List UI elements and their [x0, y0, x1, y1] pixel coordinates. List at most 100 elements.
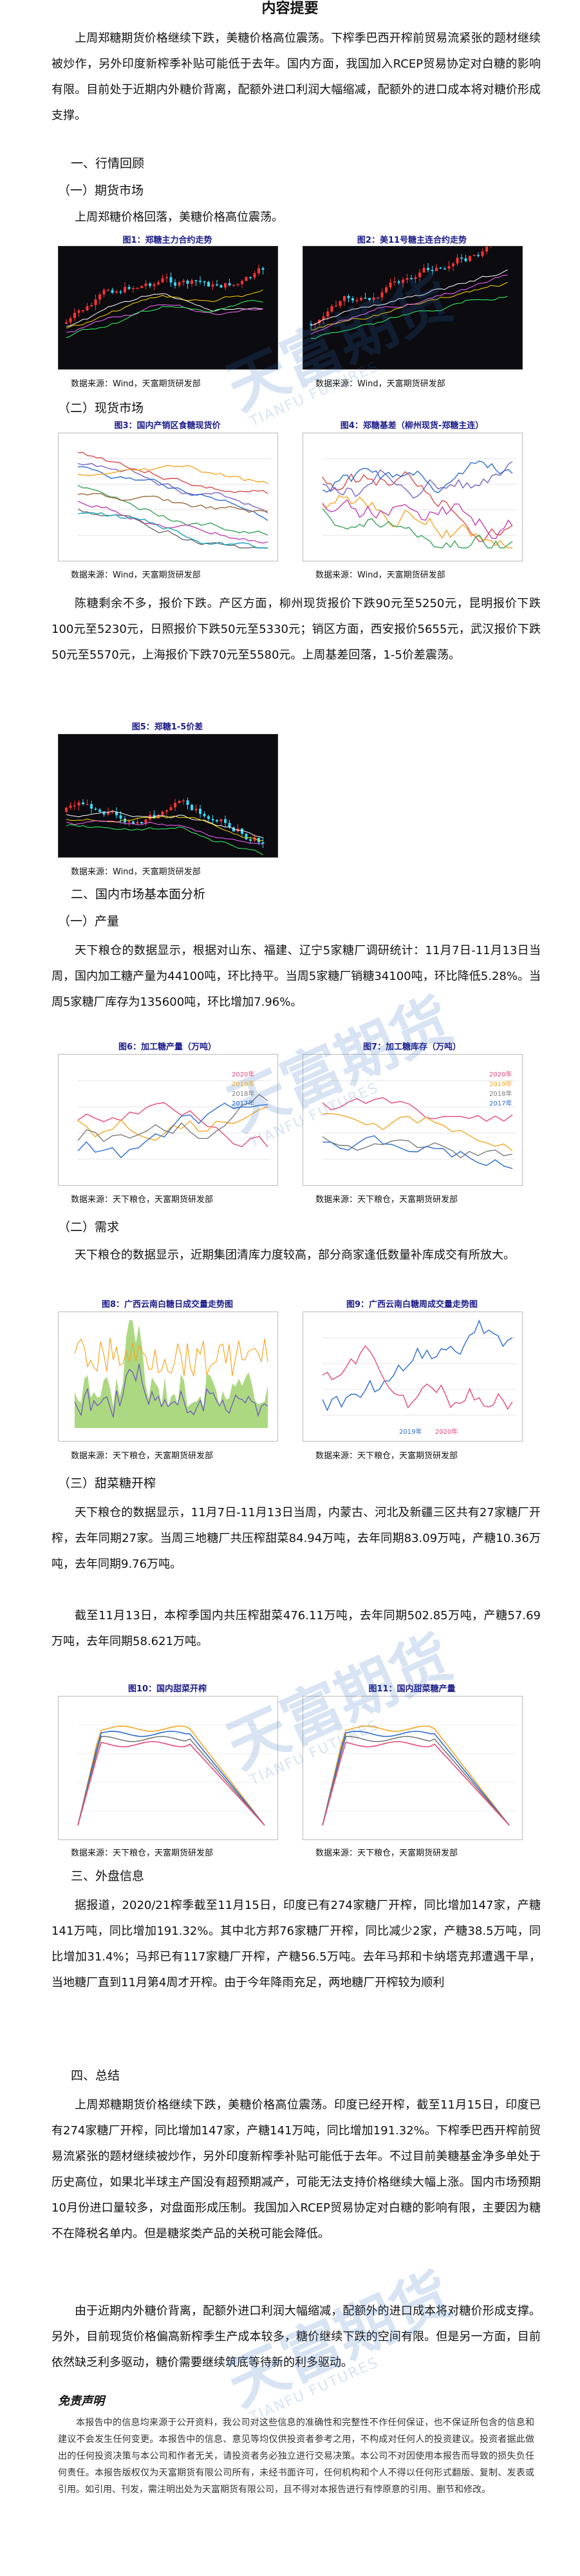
candle [149, 283, 151, 287]
figure-5-source: 数据来源：Wind，天富期货研发部 [71, 867, 201, 877]
disclaimer-title: 免责声明 [58, 2394, 104, 2408]
series-line [322, 1319, 513, 1412]
candle [402, 279, 404, 283]
candle [90, 804, 93, 809]
candle [211, 818, 214, 820]
section-heading-2: 二、国内市场基本面分析 [71, 887, 206, 901]
candle [174, 282, 176, 286]
moving-average-line [66, 304, 263, 333]
candle [111, 812, 114, 813]
section-heading-1: 一、行情回顾 [71, 156, 145, 171]
candle [347, 296, 350, 299]
subsection-demand: （二）需求 [58, 1220, 120, 1234]
candle [485, 246, 488, 252]
series-line [77, 451, 268, 494]
figure-9-caption: 图9：广西云南白糖周成交量走势图 [346, 1300, 478, 1310]
moving-average-line [66, 811, 263, 838]
moving-average-line [66, 823, 263, 856]
candle [165, 277, 168, 279]
candle [157, 282, 160, 285]
candle [330, 306, 333, 312]
line-chart [77, 1080, 271, 1160]
section-heading-4: 四、总结 [71, 2069, 120, 2083]
candle [203, 281, 206, 283]
candle [355, 300, 359, 301]
line-chart [77, 451, 271, 549]
candle [169, 277, 173, 283]
figure-10-source: 数据来源：天下粮仓，天富期货研发部 [71, 1848, 214, 1858]
subsection-spot: （二）现货市场 [58, 401, 144, 415]
area-chart [74, 1319, 268, 1428]
series-line [77, 1093, 268, 1142]
candle [245, 834, 248, 840]
legend-item: 2019年 [489, 1081, 512, 1088]
series-line [322, 494, 512, 549]
figure-5-caption: 图5：郑糖1-5价差 [131, 722, 203, 732]
figure-6-chart [58, 1054, 278, 1186]
legend-item: 2020年 [489, 1071, 512, 1078]
candle [140, 822, 143, 823]
candle [469, 256, 471, 261]
series-line [74, 1337, 268, 1377]
figure-7-chart [303, 1054, 523, 1186]
candle [245, 277, 248, 281]
candle [216, 284, 218, 286]
figure-8-chart [58, 1312, 278, 1442]
candle [199, 281, 201, 282]
moving-average-line [310, 296, 508, 339]
candle [157, 814, 160, 819]
figure-8-caption: 图8：广西云南白糖日成交量走势图 [101, 1300, 234, 1310]
figure-10-caption: 图10：国内甜菜开榨 [127, 1684, 207, 1694]
candle [377, 297, 379, 299]
candle [241, 281, 243, 285]
candle [224, 819, 227, 823]
candle [322, 316, 325, 320]
candle [339, 301, 342, 306]
candle [191, 280, 193, 284]
candle [182, 280, 185, 283]
figure-10-chart [58, 1696, 278, 1840]
candlestick-chart [65, 264, 265, 339]
candle [124, 818, 126, 823]
series-line [322, 1731, 510, 1826]
candle [182, 800, 185, 802]
candle [69, 805, 72, 808]
candle [389, 282, 392, 288]
candle [477, 255, 480, 256]
series-line [322, 460, 513, 494]
candle [161, 811, 164, 815]
legend-item: 2020年 [232, 1071, 255, 1078]
candle [220, 819, 223, 822]
series-line [77, 493, 268, 513]
figure-1-chart [58, 246, 278, 370]
candle [253, 273, 256, 277]
candle [410, 277, 413, 279]
candle [86, 306, 89, 310]
series-line [322, 1741, 510, 1826]
series-line [77, 1731, 265, 1826]
candle [186, 800, 189, 805]
candle [464, 258, 467, 261]
line-chart [322, 1724, 516, 1826]
candle [228, 283, 231, 286]
candle [73, 805, 76, 807]
candle [261, 268, 265, 270]
candle [431, 270, 434, 272]
candle [144, 819, 147, 823]
moving-average-line [310, 274, 508, 335]
page-title: 内容提要 [261, 1, 319, 17]
figure-9-source: 数据来源：天下粮仓，天富期货研发部 [315, 1451, 458, 1461]
legend-item: 2017年 [489, 1100, 512, 1107]
candle [102, 811, 106, 815]
figure-11-caption: 图11：国内甜菜糖产量 [368, 1684, 456, 1694]
candle [232, 285, 235, 286]
figure-11-chart [303, 1696, 523, 1840]
moving-average-line [66, 820, 263, 845]
legend-item: 2019年 [399, 1429, 422, 1436]
series-line [77, 463, 268, 514]
candle [335, 305, 337, 307]
candle [73, 312, 76, 319]
subsection-futures: （一）期货市场 [58, 183, 144, 198]
candle [94, 299, 97, 305]
